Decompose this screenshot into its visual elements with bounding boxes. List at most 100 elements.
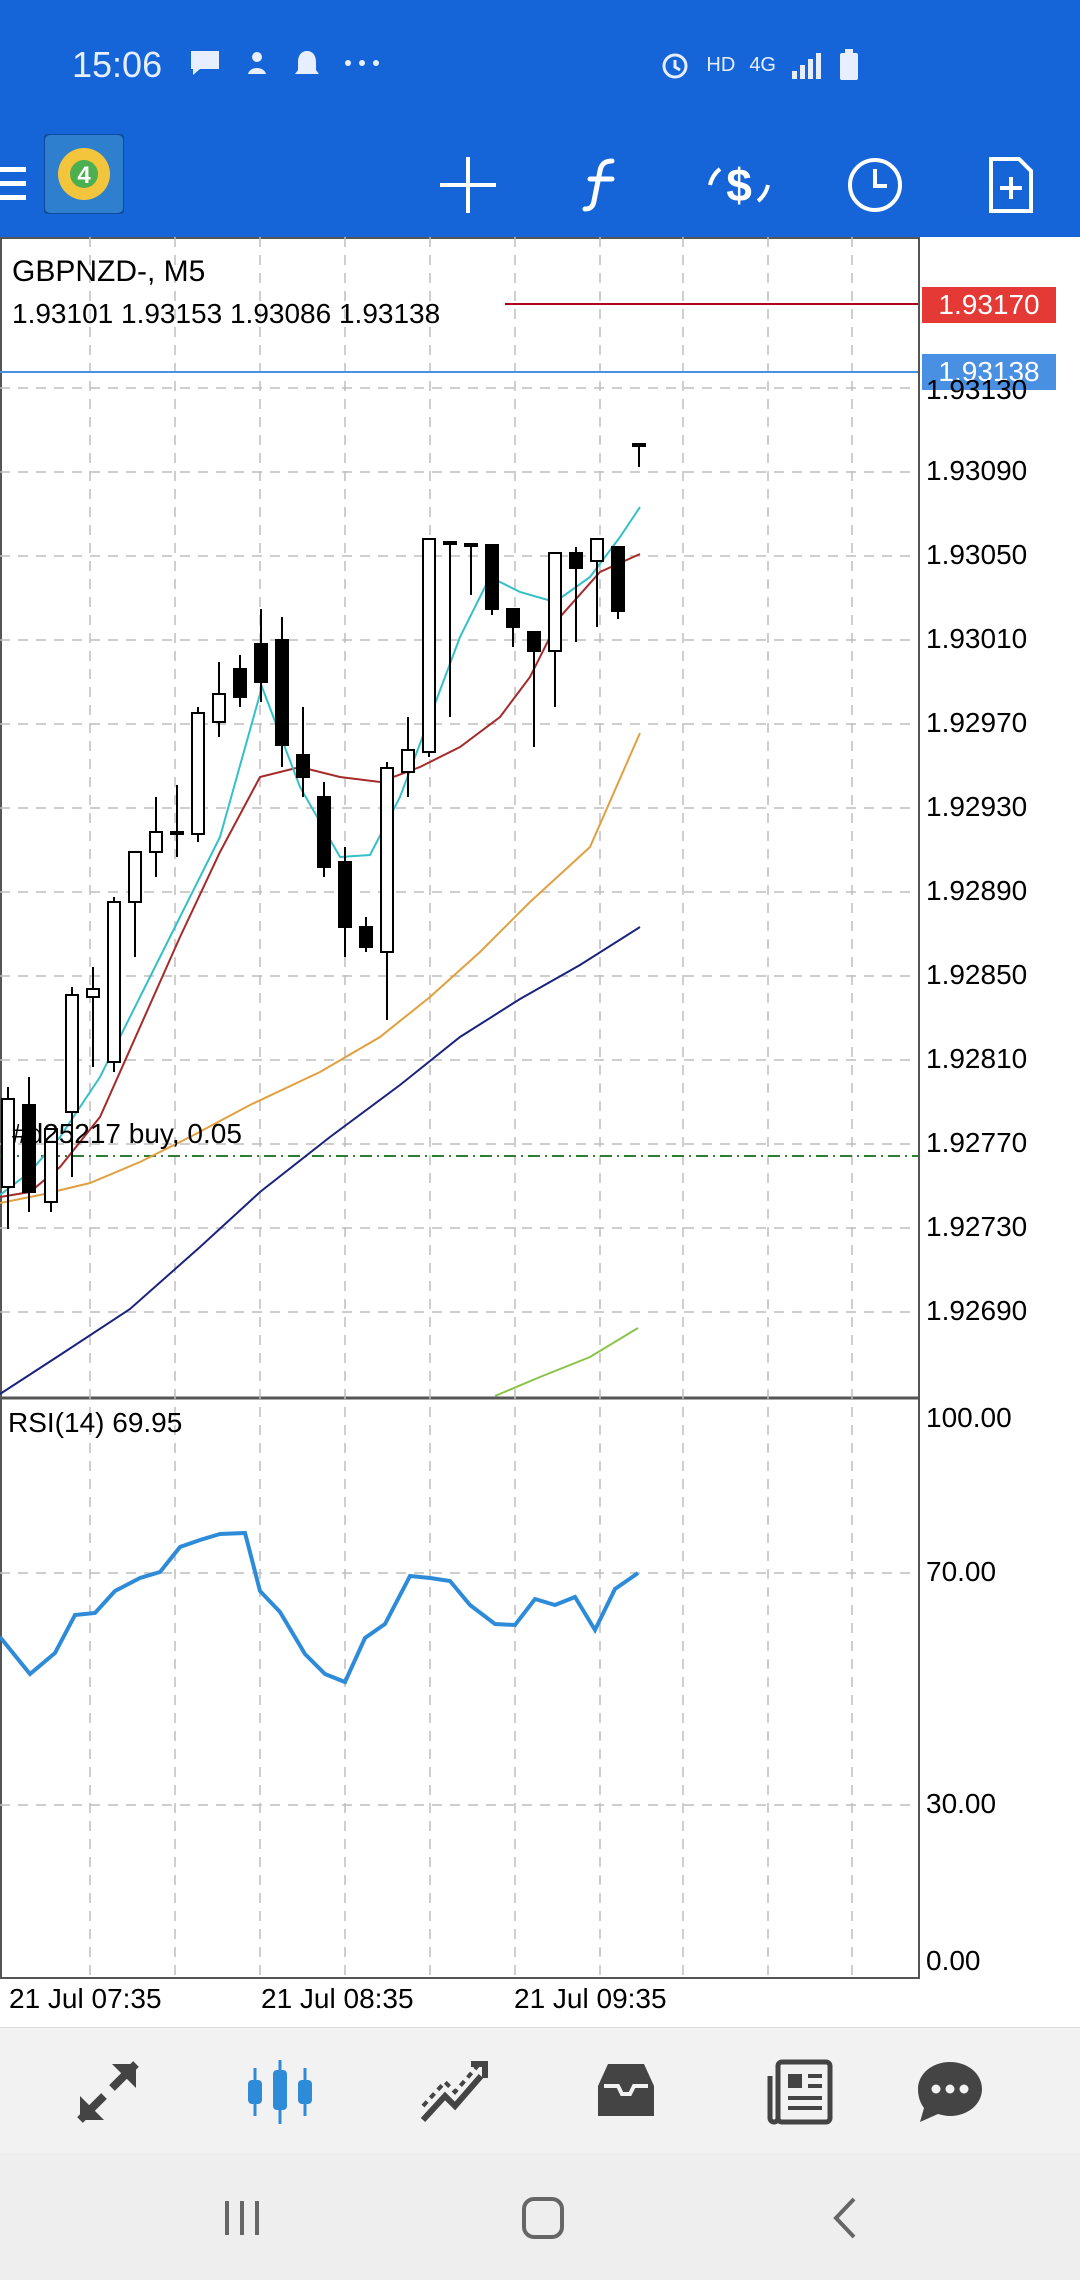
bull-candle-body <box>86 988 100 998</box>
back-icon[interactable] <box>812 2183 882 2253</box>
symbol-dollar-icon[interactable]: $ <box>694 140 784 230</box>
candle <box>22 1077 36 1212</box>
bear-candle-body <box>296 754 310 778</box>
price-tick: 1.92890 <box>926 875 1028 906</box>
bull-candle-body <box>632 443 646 447</box>
quotes-icon[interactable] <box>68 2052 148 2132</box>
horizontal-grid <box>0 387 918 1806</box>
home-icon[interactable] <box>508 2183 578 2253</box>
bull-candle-body <box>443 541 457 545</box>
candle <box>86 967 100 1067</box>
metatrader-logo[interactable]: 4 <box>43 133 125 215</box>
candle <box>107 897 121 1072</box>
bear-candle-body <box>233 668 247 698</box>
bear-candle-body <box>611 546 625 612</box>
indicators-f-icon[interactable] <box>559 140 649 230</box>
bear-candle-body <box>506 608 520 628</box>
time-tick: 21 Jul 09:35 <box>514 1983 667 2014</box>
battery-icon <box>840 49 858 80</box>
candle <box>422 538 436 757</box>
candle <box>1 1087 15 1229</box>
order-label[interactable]: #d25217 buy, 0.05 <box>12 1118 242 1149</box>
timeframe-clock-icon[interactable] <box>830 140 920 230</box>
rsi-tick: 0.00 <box>926 1945 981 1976</box>
candle <box>338 847 352 957</box>
ask-price-tag: 1.93170 <box>922 287 1056 323</box>
bull-candle-body <box>191 712 205 835</box>
bull-candle-body <box>212 693 226 723</box>
bear-candle-body <box>254 643 268 683</box>
chat-icon[interactable] <box>910 2052 990 2132</box>
ma-green-line <box>494 1327 639 1397</box>
crosshair-icon[interactable] <box>423 140 513 230</box>
candle <box>170 785 184 857</box>
recent-apps-icon[interactable] <box>207 2183 277 2253</box>
candle <box>464 543 478 595</box>
bull-candle-body <box>170 831 184 835</box>
chart-frame <box>0 237 920 1979</box>
candle <box>65 987 79 1177</box>
symbol-title: GBPNZD-, M5 <box>12 255 206 288</box>
bear-candle-body <box>338 861 352 928</box>
hamburger-menu-icon[interactable] <box>0 159 26 209</box>
bull-candle-body <box>401 749 415 773</box>
message-icon <box>191 51 219 75</box>
bull-candle-body <box>422 538 436 753</box>
bull-candle-body <box>1 1098 15 1188</box>
bear-candle-body <box>359 926 373 948</box>
chart-area[interactable]: GBPNZD-, M5 1.93101 1.93153 1.93086 1.93… <box>0 237 1080 2027</box>
bull-candle-body <box>44 1128 58 1203</box>
candle <box>44 1128 58 1212</box>
candle <box>611 546 625 619</box>
new-order-icon[interactable] <box>966 140 1056 230</box>
candle <box>275 617 289 767</box>
candle <box>380 762 394 1020</box>
bear-candle-body <box>22 1104 36 1193</box>
candle <box>485 544 499 615</box>
news-icon[interactable] <box>760 2052 840 2132</box>
candle <box>590 538 604 627</box>
candle <box>149 797 163 877</box>
bear-candle-body <box>317 796 331 868</box>
candle <box>506 608 520 647</box>
price-tick: 1.92970 <box>926 707 1028 738</box>
time-tick: 21 Jul 08:35 <box>261 1983 414 2014</box>
price-tick: 1.92930 <box>926 791 1028 822</box>
bear-candle-body <box>485 544 499 610</box>
history-icon[interactable] <box>586 2052 666 2132</box>
ohlc-values: 1.93101 1.93153 1.93086 1.93138 <box>12 298 441 329</box>
price-tick: 1.93050 <box>926 539 1028 570</box>
ma-navy-line <box>0 926 641 1395</box>
bull-candle-body <box>65 994 79 1113</box>
bid-price-tag: 1.93138 <box>922 354 1056 390</box>
more-dots-icon <box>345 60 379 66</box>
bottom-navigation <box>0 2027 1080 2154</box>
candle <box>233 655 247 707</box>
bear-candle-body <box>527 631 541 652</box>
candle <box>296 707 310 797</box>
candle <box>254 609 268 702</box>
candle <box>443 541 457 717</box>
candle <box>401 717 415 797</box>
chart-icon[interactable] <box>240 2052 320 2132</box>
notification-app-icon <box>248 52 266 74</box>
network-type-label: 4G <box>749 53 776 76</box>
vertical-grid <box>89 237 853 1977</box>
rsi-tick: 100.00 <box>926 1402 1012 1433</box>
bear-candle-body <box>275 639 289 746</box>
svg-text:4: 4 <box>77 162 91 189</box>
hd-label: HD <box>706 53 736 76</box>
bull-candle-body <box>590 538 604 562</box>
trade-icon[interactable] <box>413 2052 493 2132</box>
alarm-icon <box>662 53 688 79</box>
bull-candle-body <box>380 767 394 953</box>
price-tick: 1.93130 <box>926 374 1028 405</box>
candle <box>191 707 205 842</box>
bull-candle-body <box>107 901 121 1063</box>
bull-candle-body <box>548 552 562 652</box>
time-tick: 21 Jul 07:35 <box>9 1983 162 2014</box>
candle <box>527 631 541 747</box>
bull-candle-body <box>149 831 163 853</box>
candle <box>212 662 226 737</box>
candle <box>359 917 373 952</box>
